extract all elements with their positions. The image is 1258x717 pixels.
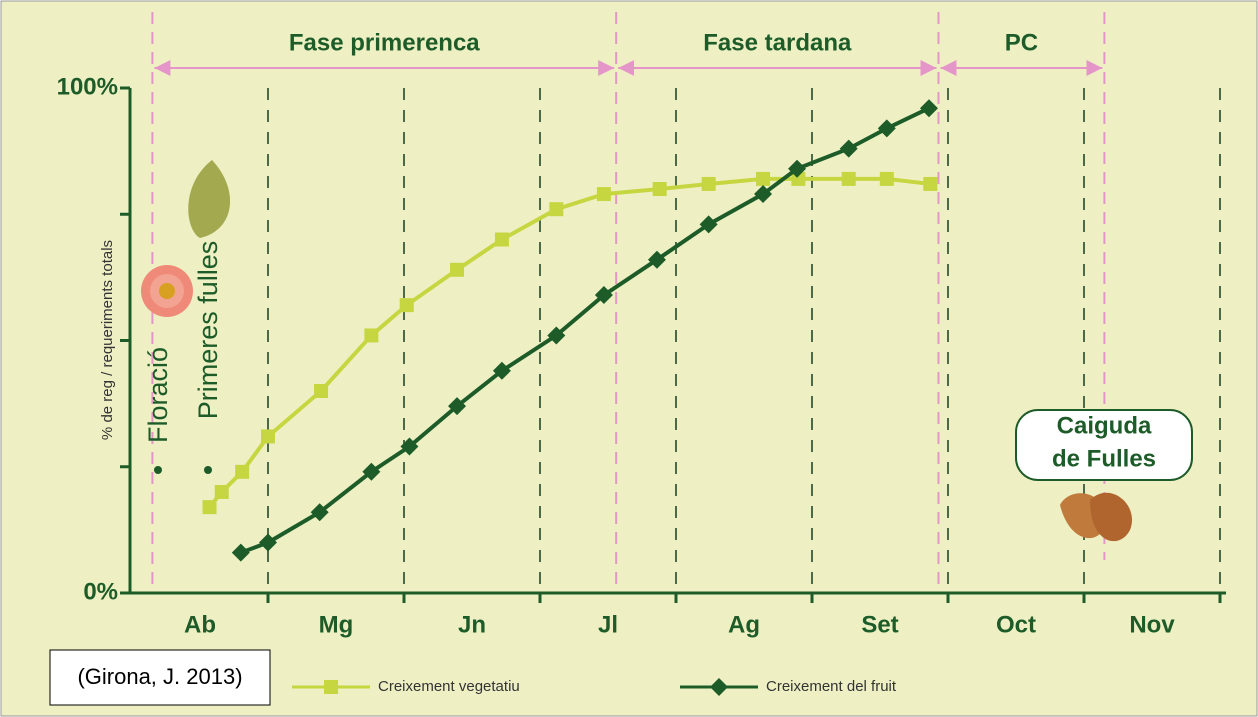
x-tick-label: Jl xyxy=(598,611,618,638)
chart: % de reg / requeriments totals Floració … xyxy=(0,0,1258,717)
background xyxy=(1,1,1257,716)
leaf-fall-label: Caiguda xyxy=(1057,412,1152,439)
flowering-label: Floració xyxy=(143,347,173,443)
y-tick-label: 0% xyxy=(83,578,118,605)
phase-label: Fase primerenca xyxy=(289,29,480,56)
marker xyxy=(923,177,937,191)
marker xyxy=(756,172,770,186)
marker xyxy=(702,177,716,191)
x-tick-label: Oct xyxy=(996,611,1036,638)
y-tick-label: 100% xyxy=(57,73,118,100)
x-tick-label: Jn xyxy=(458,611,486,638)
phase-label: PC xyxy=(1005,29,1038,56)
marker xyxy=(364,328,378,342)
bullet xyxy=(154,466,162,474)
x-tick-label: Ag xyxy=(728,611,760,638)
flower-icon xyxy=(141,265,193,317)
marker xyxy=(235,465,249,479)
marker xyxy=(597,187,611,201)
x-tick-label: Ab xyxy=(184,611,216,638)
marker xyxy=(450,263,464,277)
x-tick-label: Mg xyxy=(319,611,354,638)
marker xyxy=(842,172,856,186)
legend-label: Creixement del fruit xyxy=(766,678,897,695)
marker xyxy=(495,233,509,247)
legend-label: Creixement vegetatiu xyxy=(378,678,520,695)
first-leaves-label: Primeres fulles xyxy=(193,241,223,420)
marker xyxy=(549,202,563,216)
marker xyxy=(314,384,328,398)
marker xyxy=(203,500,217,514)
marker xyxy=(653,182,667,196)
marker xyxy=(400,298,414,312)
bullet xyxy=(204,466,212,474)
marker xyxy=(880,172,894,186)
x-tick-label: Nov xyxy=(1129,611,1175,638)
x-tick-label: Set xyxy=(861,611,898,638)
leaf-fall-label: de Fulles xyxy=(1052,445,1156,472)
phase-label: Fase tardana xyxy=(703,29,852,56)
source: (Girona, J. 2013) xyxy=(77,664,242,689)
marker xyxy=(215,485,229,499)
marker xyxy=(261,429,275,443)
marker xyxy=(324,680,338,694)
y-axis-label: % de reg / requeriments totals xyxy=(99,240,116,440)
